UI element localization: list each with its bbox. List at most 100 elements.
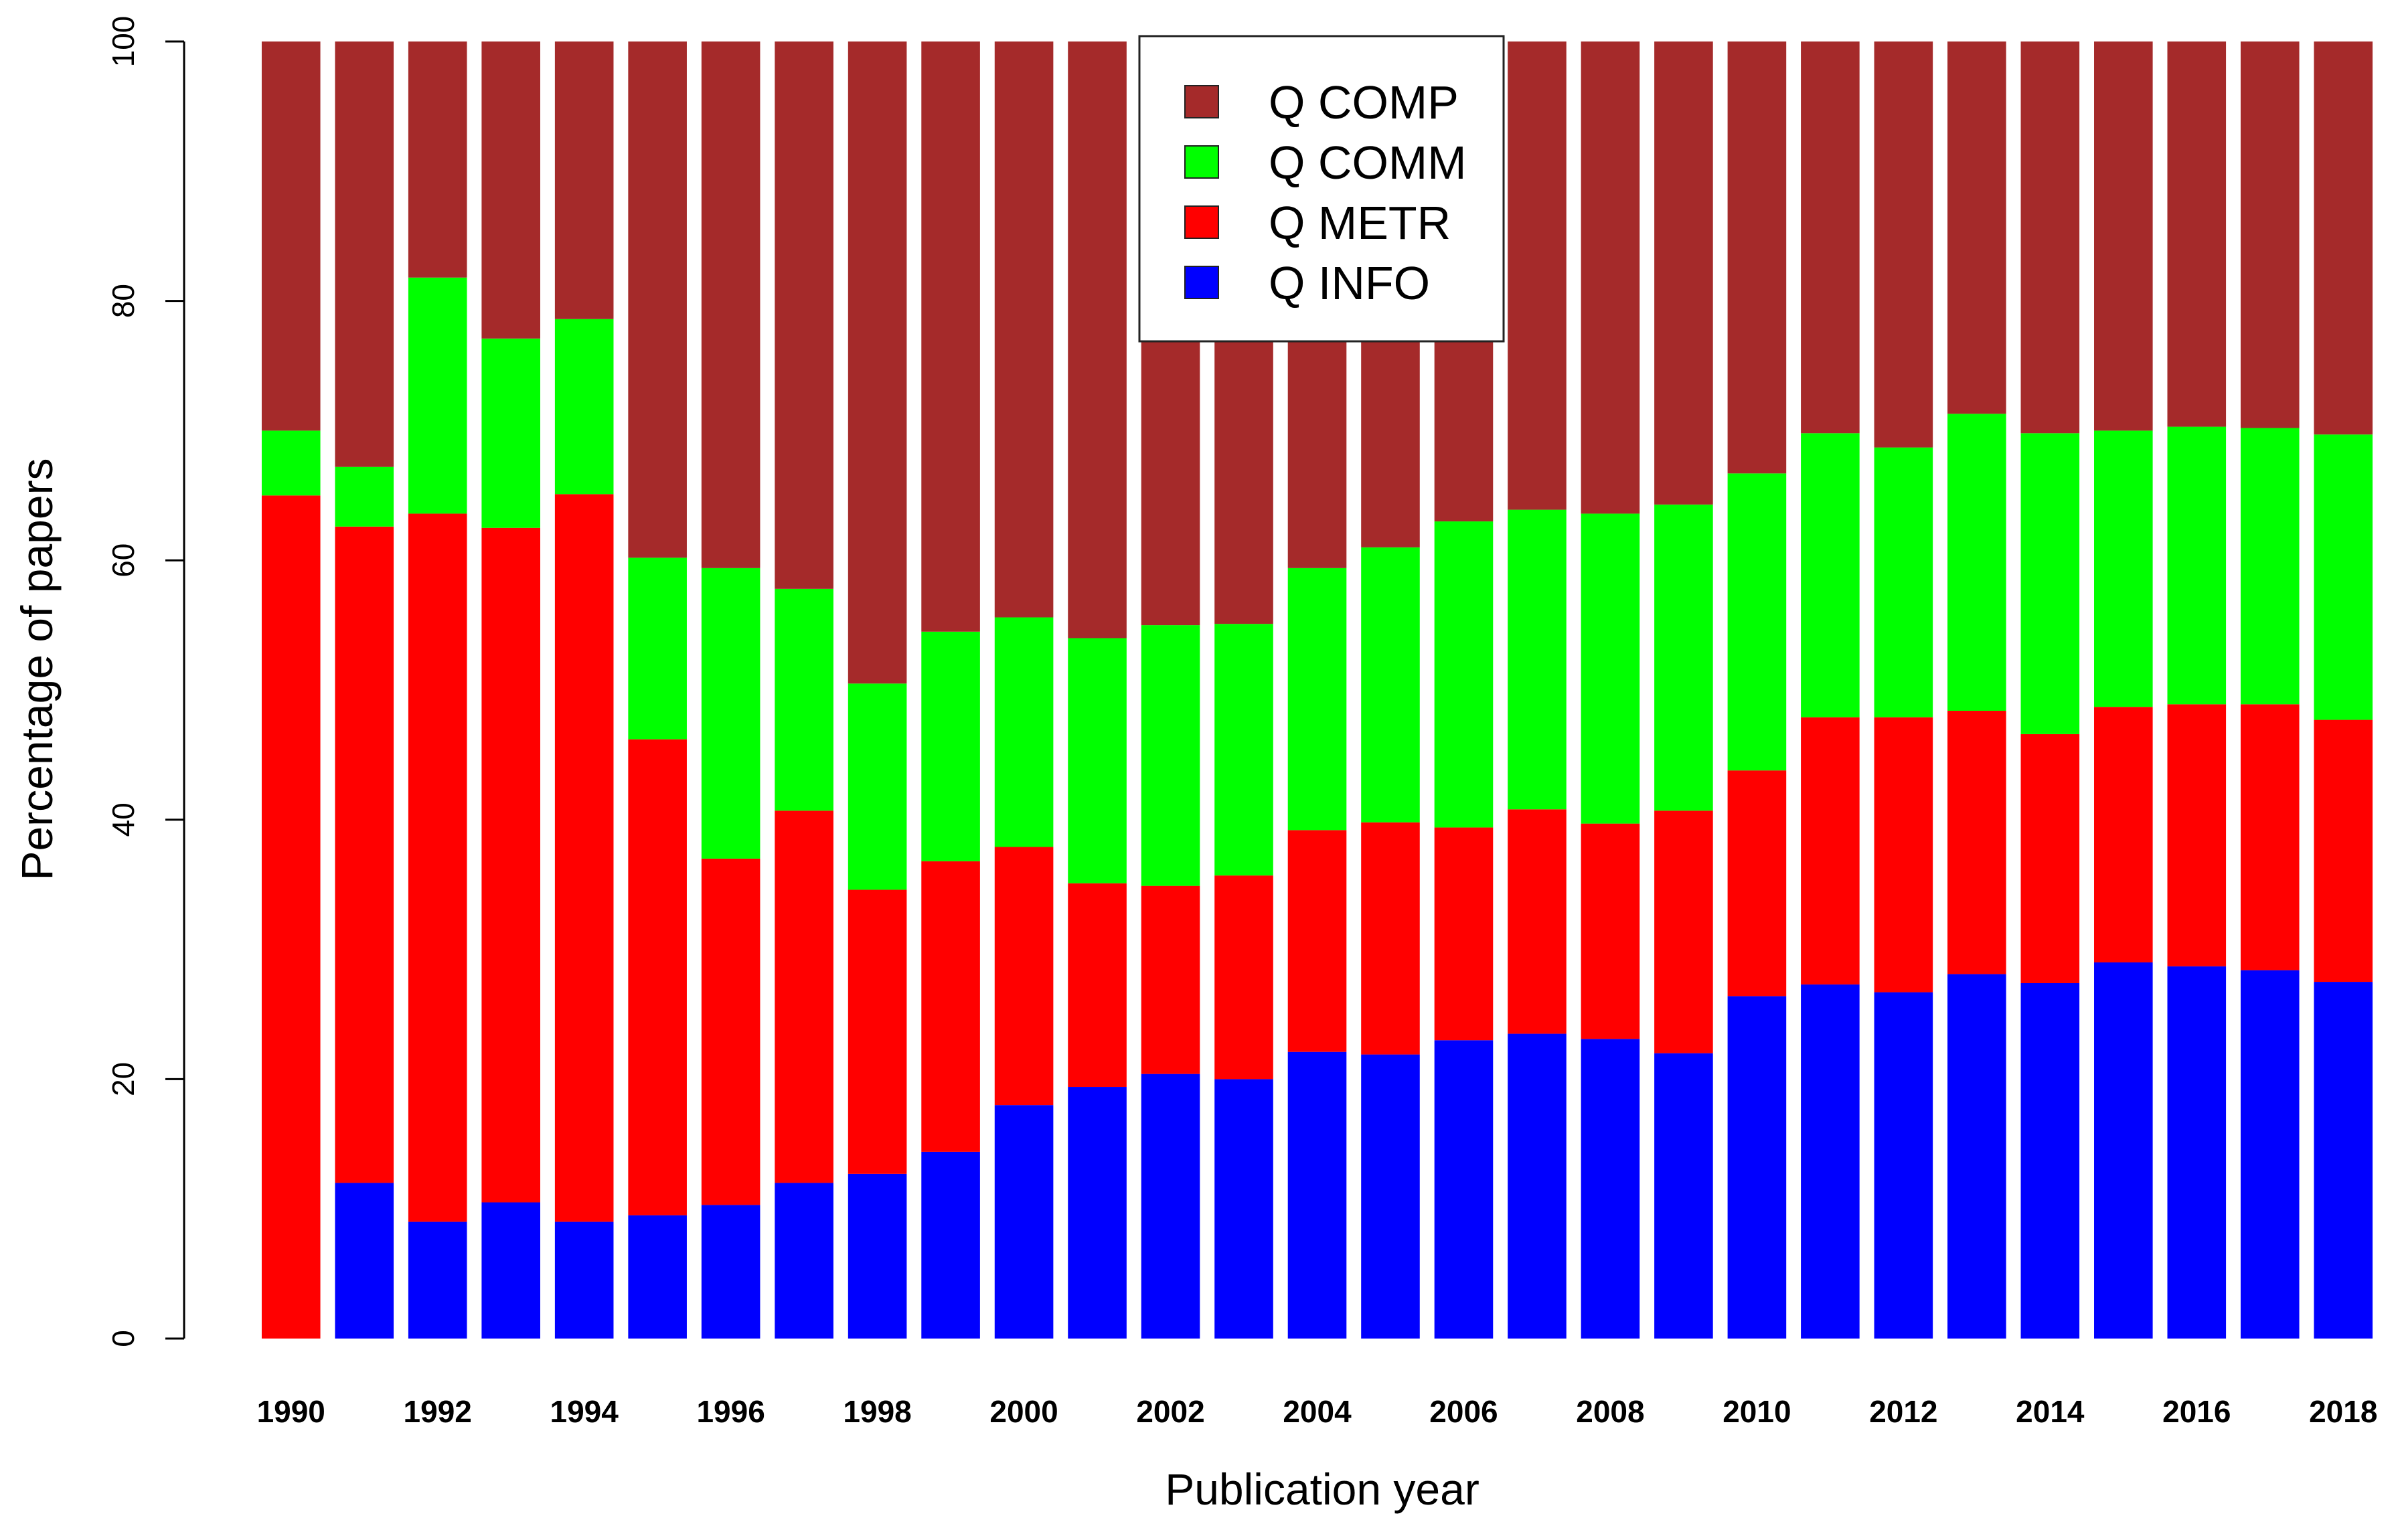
bar-q-comm-1996 (701, 568, 760, 859)
bar-q-info-2002 (1141, 1074, 1200, 1339)
y-tick-label: 0 (106, 1330, 141, 1347)
bar-q-info-1994 (554, 1221, 614, 1339)
bar-q-comp-2013 (1947, 41, 2006, 414)
x-tick-label: 1990 (257, 1394, 325, 1429)
x-tick-label: 2004 (1283, 1394, 1352, 1429)
bar-q-comp-2008 (1581, 41, 1640, 514)
bar-q-info-1999 (921, 1151, 980, 1339)
bar-q-info-2014 (2020, 982, 2080, 1339)
x-tick-label: 2014 (2016, 1394, 2085, 1429)
bar-q-comm-2001 (1068, 638, 1127, 883)
bar-q-info-1991 (335, 1183, 394, 1339)
x-tick-label: 1992 (404, 1394, 472, 1429)
bar-q-comp-2014 (2020, 41, 2080, 434)
bar-q-comp-2011 (1801, 41, 1860, 434)
bar-q-metr-1998 (848, 889, 907, 1174)
bar-q-info-1993 (481, 1202, 540, 1339)
bar-q-comm-2018 (2314, 434, 2373, 720)
bar-q-comm-2017 (2240, 428, 2300, 705)
x-tick-label: 2002 (1136, 1394, 1204, 1429)
bar-q-metr-2013 (1947, 711, 2006, 974)
legend-swatch-q-metr (1184, 205, 1219, 239)
bar-q-comm-2012 (1874, 447, 1933, 717)
bar-q-comp-2015 (2094, 41, 2153, 431)
bar-q-comp-1993 (481, 41, 540, 339)
bar-q-metr-2011 (1801, 717, 1860, 985)
bar-q-info-2018 (2314, 982, 2373, 1339)
legend-label-q-comp: Q COMP (1269, 76, 1459, 129)
bar-q-comm-2008 (1581, 513, 1640, 824)
legend-label-q-comm: Q COMM (1269, 137, 1467, 189)
bar-q-comp-2017 (2240, 41, 2300, 428)
bar-q-comm-2004 (1287, 568, 1347, 831)
bar-q-metr-1991 (335, 526, 394, 1183)
bar-q-metr-1999 (921, 861, 980, 1152)
bar-q-info-2008 (1581, 1039, 1640, 1339)
bar-q-comp-1992 (408, 41, 467, 278)
bar-q-comp-2010 (1727, 41, 1787, 474)
x-tick-label: 2010 (1723, 1394, 1791, 1429)
bar-q-comp-1994 (554, 41, 614, 319)
bar-q-metr-2004 (1287, 830, 1347, 1052)
bar-q-info-1998 (848, 1173, 907, 1339)
bar-q-info-2005 (1361, 1054, 1420, 1339)
y-axis: 0 20 40 60 80 100 (106, 16, 185, 1347)
bar-q-comm-1995 (628, 558, 687, 740)
x-tick-label: 2000 (989, 1394, 1058, 1429)
bar-q-comp-1995 (628, 41, 687, 558)
bar-q-comm-2007 (1508, 509, 1567, 810)
bar-q-metr-2018 (2314, 719, 2373, 982)
bar-q-comp-1996 (701, 41, 760, 568)
bar-q-metr-2014 (2020, 734, 2080, 983)
bar-q-metr-1994 (554, 494, 614, 1222)
bar-q-comm-2016 (2167, 426, 2227, 705)
bar-q-comm-2002 (1141, 625, 1200, 886)
x-tick-label: 2018 (2309, 1394, 2377, 1429)
bar-q-comm-1990 (261, 430, 321, 496)
y-tick-label: 100 (106, 16, 141, 68)
bar-q-comp-1998 (848, 41, 907, 684)
bar-q-metr-2016 (2167, 704, 2227, 966)
bar-q-comp-2009 (1654, 41, 1713, 505)
bar-q-comm-2000 (994, 617, 1054, 847)
bar-q-comp-1991 (335, 41, 394, 467)
bar-q-comm-1999 (921, 631, 980, 861)
legend: Q COMP Q COMM Q METR Q INFO (1138, 35, 1505, 343)
bar-q-comm-2015 (2094, 430, 2153, 707)
x-tick-label: 2016 (2162, 1394, 2231, 1429)
y-tick-label: 40 (106, 802, 141, 837)
bar-q-metr-2000 (994, 847, 1054, 1106)
bar-q-metr-1993 (481, 527, 540, 1203)
legend-swatch-q-comm (1184, 145, 1219, 179)
bar-q-info-2006 (1434, 1040, 1494, 1339)
bar-q-comm-2011 (1801, 433, 1860, 717)
bar-q-metr-2010 (1727, 770, 1787, 997)
bar-q-info-2012 (1874, 992, 1933, 1339)
legend-label-q-info: Q INFO (1269, 257, 1430, 309)
bar-q-info-1997 (775, 1183, 833, 1339)
bar-q-comm-1993 (481, 338, 540, 528)
bar-q-metr-2002 (1141, 885, 1200, 1074)
bar-q-metr-1995 (628, 739, 687, 1215)
x-tick-label: 1998 (843, 1394, 911, 1429)
bar-q-comm-1991 (335, 466, 394, 527)
bar-q-metr-2001 (1068, 883, 1127, 1088)
bar-q-info-2007 (1508, 1033, 1567, 1339)
bar-q-comm-2014 (2020, 433, 2080, 734)
x-tick-label: 2008 (1576, 1394, 1644, 1429)
bar-q-comp-1990 (261, 41, 321, 431)
y-tick-label: 60 (106, 543, 141, 578)
bar-q-comp-1997 (775, 41, 833, 589)
x-tick-label: 2006 (1429, 1394, 1498, 1429)
legend-swatch-q-comp (1184, 85, 1219, 118)
legend-swatch-q-info (1184, 266, 1219, 299)
x-axis: 1990 1992 1994 1996 1998 2000 2002 2004 2006 2008… (257, 1394, 2378, 1429)
bar-q-metr-2009 (1654, 810, 1713, 1053)
bar-q-info-2015 (2094, 962, 2153, 1339)
bar-q-info-1995 (628, 1215, 687, 1339)
bar-q-metr-2017 (2240, 704, 2300, 970)
bar-q-comm-2003 (1214, 624, 1273, 876)
y-tick-label: 80 (106, 284, 141, 318)
bar-q-metr-2008 (1581, 823, 1640, 1039)
x-tick-label: 1994 (550, 1394, 619, 1429)
